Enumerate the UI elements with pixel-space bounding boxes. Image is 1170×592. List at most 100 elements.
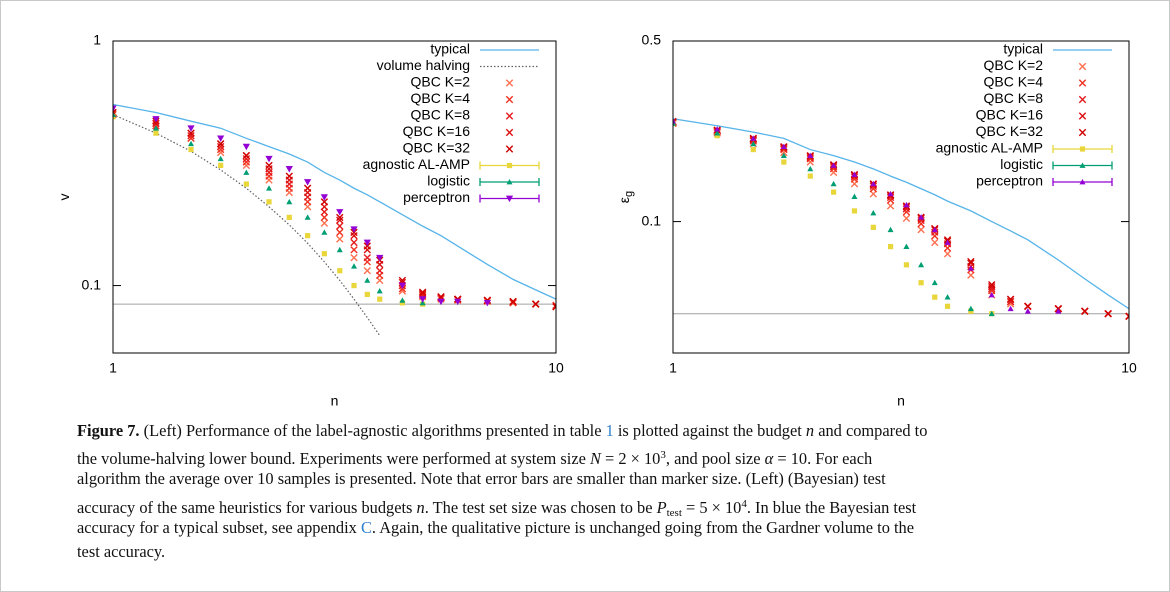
- legend-label: perceptron: [976, 173, 1043, 189]
- legend-label: agnostic AL-AMP: [936, 140, 1043, 156]
- legend-label: QBC K=16: [403, 123, 471, 139]
- caption-line: test accuracy.: [77, 540, 927, 564]
- marker-triangle-down: [419, 296, 427, 303]
- marker-square: [377, 296, 383, 302]
- marker-square: [870, 224, 876, 230]
- marker-x: [336, 228, 344, 237]
- caption-text: . Again, the qualitative picture is unch…: [371, 517, 915, 537]
- marker-triangle: [903, 201, 910, 208]
- marker-x: [187, 129, 195, 137]
- marker-x: [320, 198, 329, 206]
- marker-x: [552, 302, 556, 311]
- marker-x: [902, 214, 911, 222]
- marker-x: [1024, 302, 1032, 310]
- marker-x: [303, 184, 312, 192]
- caption-text: and compared to: [814, 421, 928, 440]
- marker-x: [532, 300, 540, 308]
- marker-triangle-down: [376, 254, 384, 262]
- marker-x: [505, 128, 514, 137]
- marker-triangle-down: [217, 135, 225, 142]
- series-line: [673, 118, 1129, 310]
- marker-triangle-down: [187, 125, 195, 132]
- marker-x: [1078, 62, 1087, 71]
- marker-square: [153, 130, 159, 136]
- legend-label: QBC K=16: [976, 107, 1044, 123]
- marker-triangle: [376, 288, 383, 294]
- marker-square: [188, 146, 194, 153]
- caption-link[interactable]: 1: [605, 421, 614, 440]
- marker-triangle: [714, 126, 721, 132]
- marker-triangle: [830, 180, 837, 187]
- marker-x: [509, 299, 517, 307]
- caption-text: = 2 × 10: [600, 449, 661, 469]
- legend-label: QBC K=2: [983, 57, 1043, 73]
- marker-triangle: [506, 179, 513, 185]
- marker-x: [418, 288, 427, 296]
- marker-x: [398, 276, 407, 285]
- marker-triangle: [931, 226, 938, 233]
- marker-square: [399, 300, 405, 306]
- caption-link[interactable]: C: [360, 517, 372, 537]
- marker-triangle-down: [285, 165, 293, 173]
- marker-triangle: [780, 152, 787, 159]
- caption-text: . The test set size was chosen to be: [424, 497, 657, 517]
- marker-x: [216, 142, 225, 151]
- marker-x: [967, 271, 975, 279]
- marker-x: [363, 254, 371, 262]
- marker-square: [286, 214, 292, 220]
- x-axis-label: n: [897, 393, 905, 409]
- marker-x: [242, 161, 251, 170]
- marker-x: [931, 238, 939, 247]
- marker-x: [187, 132, 195, 140]
- marker-x: [552, 301, 556, 310]
- marker-square: [337, 268, 343, 274]
- marker-triangle-down: [320, 194, 328, 201]
- marker-triangle-down: [265, 155, 273, 163]
- marker-triangle: [152, 125, 159, 131]
- plot-frame: [112, 40, 557, 354]
- marker-square: [364, 291, 370, 298]
- marker-x: [1078, 79, 1087, 87]
- marker-square: [918, 280, 924, 286]
- legend-label: logistic: [427, 173, 470, 189]
- marker-triangle: [399, 297, 406, 303]
- marker-x: [1125, 312, 1129, 320]
- marker-x: [363, 242, 371, 250]
- marker-triangle-down: [242, 143, 250, 151]
- marker-triangle: [918, 214, 925, 220]
- caption-text: the volume-halving lower bound. Experime…: [77, 449, 590, 469]
- marker-x: [917, 226, 925, 234]
- marker-x: [336, 235, 344, 243]
- marker-square: [944, 303, 951, 309]
- marker-triangle: [807, 165, 814, 172]
- marker-x: [350, 246, 358, 254]
- marker-triangle: [887, 190, 894, 197]
- caption-text: . In blue the Bayesian test: [746, 497, 917, 517]
- marker-triangle: [750, 135, 757, 141]
- marker-x: [967, 259, 975, 267]
- marker-triangle: [903, 243, 910, 250]
- marker-triangle: [673, 118, 676, 124]
- marker-triangle-down: [398, 282, 406, 290]
- caption-text: = 5 × 10: [681, 497, 742, 517]
- marker-triangle: [851, 171, 858, 178]
- caption-line: the volume-halving lower bound. Experime…: [77, 443, 927, 469]
- caption-text: n: [805, 421, 815, 440]
- legend-label: perceptron: [403, 189, 470, 205]
- marker-triangle: [1007, 305, 1014, 312]
- marker-triangle: [304, 214, 311, 220]
- marker-square: [714, 133, 720, 139]
- marker-triangle: [243, 169, 250, 175]
- caption-line: algorithm the average over 10 samples is…: [77, 467, 927, 491]
- marker-square: [807, 173, 813, 179]
- x-axis-label: n: [331, 393, 339, 409]
- caption-text: 4: [741, 497, 747, 510]
- legend-label: volume halving: [377, 57, 470, 73]
- legend-label: agnostic AL-AMP: [363, 156, 470, 172]
- caption-text: 3: [660, 449, 666, 462]
- marker-x: [917, 220, 925, 228]
